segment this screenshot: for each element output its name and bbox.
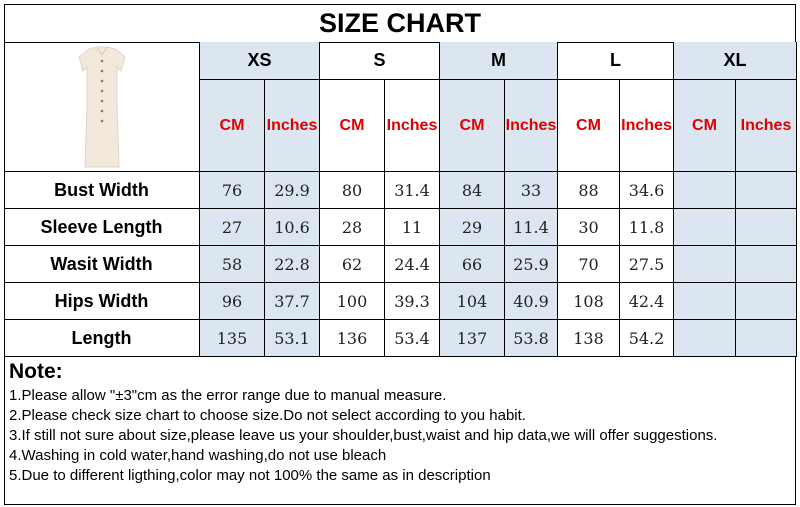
table-cell xyxy=(674,209,736,246)
unit-inches-header: Inches xyxy=(620,80,674,172)
unit-cm-header: CM xyxy=(440,80,505,172)
table-cell: 29.9 xyxy=(265,172,320,209)
table-cell: 54.2 xyxy=(620,320,674,357)
table-cell: 33 xyxy=(505,172,558,209)
row-label: Hips Width xyxy=(4,283,200,320)
row-label: Wasit Width xyxy=(4,246,200,283)
size-header-xs: XS xyxy=(200,42,320,80)
table-cell: 37.7 xyxy=(265,283,320,320)
table-cell: 31.4 xyxy=(385,172,440,209)
table-cell xyxy=(736,209,797,246)
unit-inches-header: Inches xyxy=(736,80,797,172)
table-cell xyxy=(736,320,797,357)
table-cell xyxy=(736,283,797,320)
table-cell: 66 xyxy=(440,246,505,283)
table-cell: 70 xyxy=(558,246,620,283)
table-cell xyxy=(674,320,736,357)
table-cell: 136 xyxy=(320,320,385,357)
size-table: XS CM Inches S CM Inches M CM Inches L CM Inches XL C… xyxy=(4,42,797,357)
unit-cm-header: CM xyxy=(200,80,265,172)
table-cell: 25.9 xyxy=(505,246,558,283)
notes-section: Note: 1.Please allow "±3"cm as the error… xyxy=(9,360,717,486)
size-header-xl: XL xyxy=(674,42,797,80)
table-cell: 80 xyxy=(320,172,385,209)
table-cell: 39.3 xyxy=(385,283,440,320)
table-cell: 53.1 xyxy=(265,320,320,357)
size-header-l: L xyxy=(558,42,674,80)
note-line: 3.If still not sure about size,please le… xyxy=(9,427,718,444)
note-line: 1.Please allow "±3"cm as the error range… xyxy=(9,387,447,404)
table-cell xyxy=(674,172,736,209)
table-cell: 22.8 xyxy=(265,246,320,283)
table-cell: 62 xyxy=(320,246,385,283)
table-cell: 27 xyxy=(200,209,265,246)
unit-cm-header: CM xyxy=(558,80,620,172)
table-cell: 137 xyxy=(440,320,505,357)
table-cell: 88 xyxy=(558,172,620,209)
note-line: 4.Washing in cold water,hand washing,do … xyxy=(9,447,387,464)
size-header-s: S xyxy=(320,42,440,80)
table-cell: 76 xyxy=(200,172,265,209)
chart-title: SIZE CHART xyxy=(4,4,796,43)
unit-inches-header: Inches xyxy=(505,80,558,172)
table-cell: 104 xyxy=(440,283,505,320)
row-label: Sleeve Length xyxy=(4,209,200,246)
table-cell xyxy=(674,283,736,320)
table-cell: 58 xyxy=(200,246,265,283)
table-cell: 24.4 xyxy=(385,246,440,283)
table-cell: 53.8 xyxy=(505,320,558,357)
unit-inches-header: Inches xyxy=(385,80,440,172)
table-cell: 40.9 xyxy=(505,283,558,320)
table-cell xyxy=(736,172,797,209)
table-cell xyxy=(736,246,797,283)
table-cell xyxy=(674,246,736,283)
notes-title: Note: xyxy=(9,360,63,383)
table-cell: 29 xyxy=(440,209,505,246)
table-cell: 53.4 xyxy=(385,320,440,357)
table-cell: 108 xyxy=(558,283,620,320)
table-cell: 28 xyxy=(320,209,385,246)
table-cell: 84 xyxy=(440,172,505,209)
table-cell: 30 xyxy=(558,209,620,246)
unit-inches-header: Inches xyxy=(265,80,320,172)
note-line: 2.Please check size chart to choose size… xyxy=(9,407,526,424)
row-label: Length xyxy=(4,320,200,357)
row-label: Bust Width xyxy=(4,172,200,209)
table-cell: 135 xyxy=(200,320,265,357)
table-cell: 96 xyxy=(200,283,265,320)
table-cell: 11 xyxy=(385,209,440,246)
note-line: 5.Due to different ligthing,color may no… xyxy=(9,467,491,484)
table-cell: 11.4 xyxy=(505,209,558,246)
unit-cm-header: CM xyxy=(320,80,385,172)
table-cell: 11.8 xyxy=(620,209,674,246)
table-cell: 34.6 xyxy=(620,172,674,209)
table-cell: 27.5 xyxy=(620,246,674,283)
unit-cm-header: CM xyxy=(674,80,736,172)
table-cell: 10.6 xyxy=(265,209,320,246)
dress-image xyxy=(77,46,126,167)
product-image xyxy=(4,42,200,172)
table-cell: 138 xyxy=(558,320,620,357)
table-cell: 42.4 xyxy=(620,283,674,320)
size-header-m: M xyxy=(440,42,558,80)
table-cell: 100 xyxy=(320,283,385,320)
